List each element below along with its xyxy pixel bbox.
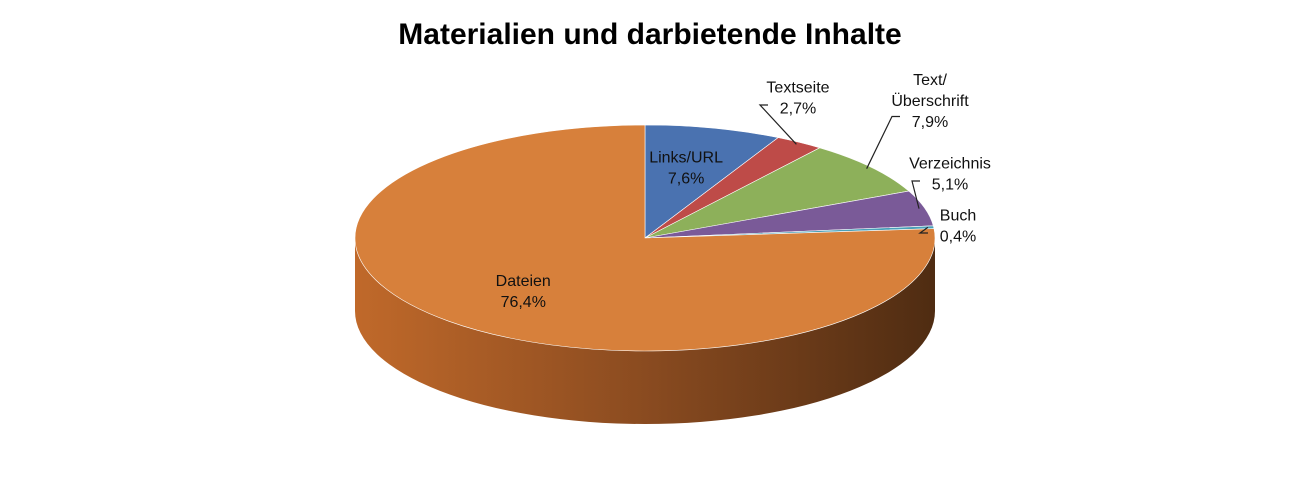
pie-slices xyxy=(354,124,936,352)
slice-label-dateien: Dateien 76,4% xyxy=(496,273,551,311)
slice-labels: Links/URL 7,6% Textseite 2,7% Text/Überschri… xyxy=(496,72,991,311)
slice-label-buch: Buch 0,4% xyxy=(940,208,976,246)
pie-slice-dateien xyxy=(354,124,936,352)
pie-side xyxy=(355,238,935,424)
pie-side-wall xyxy=(355,238,935,424)
pie-slice-links-url xyxy=(644,124,779,239)
leader-line-verzeichnis xyxy=(911,180,920,209)
chart-title: Materialien und darbietende Inhalte xyxy=(398,18,902,51)
leader-lines xyxy=(758,104,929,234)
leader-line-buch xyxy=(918,226,929,234)
slice-label-verzeichnis: Verzeichnis 5,1% xyxy=(909,156,991,194)
slice-label-textseite: Textseite 2,7% xyxy=(766,80,829,118)
leader-line-text-überschrift xyxy=(866,115,900,169)
slice-label-links-url: Links/URL 7,6% xyxy=(649,150,723,188)
leader-line-textseite xyxy=(758,104,797,145)
slice-label-text-überschrift: Text/Überschrift 7,9% xyxy=(891,72,969,131)
pie-slice-text-überschrift xyxy=(644,147,910,239)
